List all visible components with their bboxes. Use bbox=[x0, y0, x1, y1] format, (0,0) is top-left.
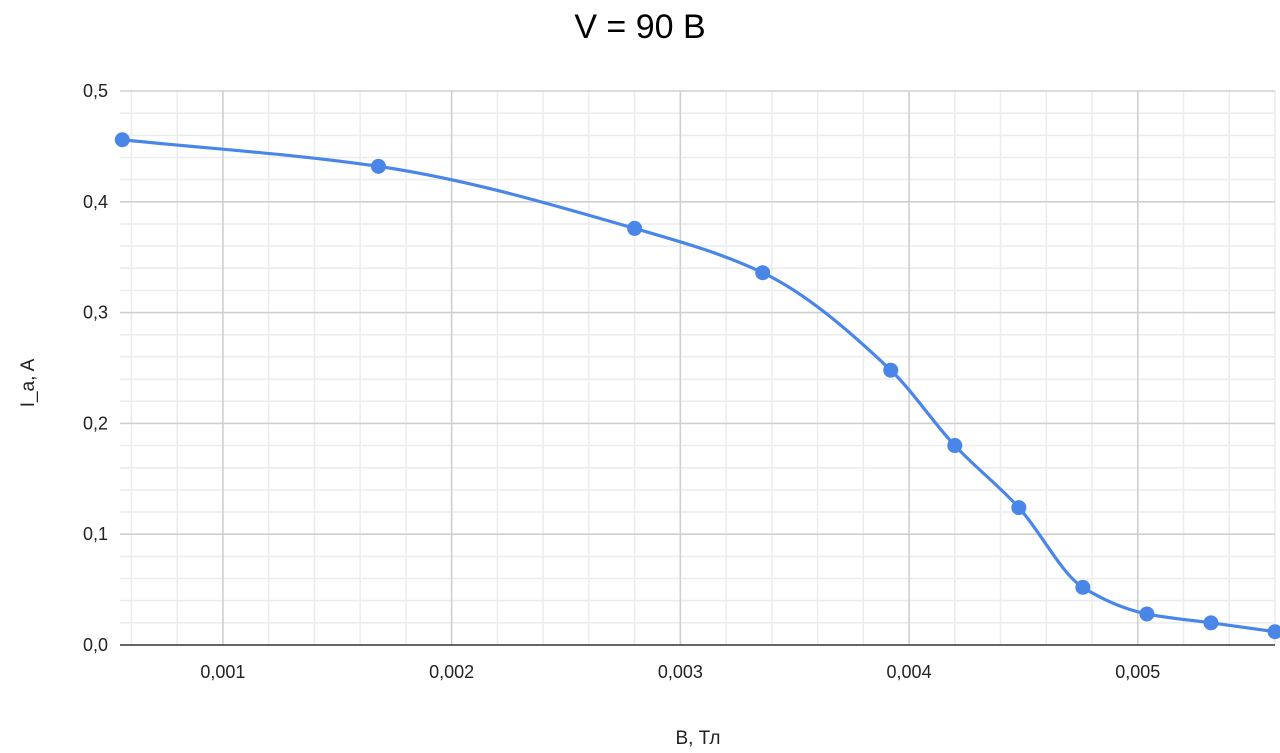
data-point bbox=[883, 362, 899, 378]
data-point bbox=[1139, 606, 1155, 622]
x-tick-label: 0,003 bbox=[658, 662, 703, 682]
x-axis-title: B, Тл bbox=[675, 728, 720, 749]
y-axis-title: I_a, A bbox=[18, 358, 39, 407]
series-layer bbox=[114, 132, 1280, 640]
data-point bbox=[1203, 615, 1219, 631]
data-point bbox=[1011, 500, 1027, 516]
data-point bbox=[755, 265, 771, 281]
data-point bbox=[627, 220, 643, 236]
series-line bbox=[120, 138, 1277, 634]
y-tick-label: 0,3 bbox=[83, 303, 108, 323]
x-tick-label: 0,005 bbox=[1115, 662, 1160, 682]
x-tick-labels: 0,001 0,002 0,003 0,004 0,005 bbox=[200, 662, 1160, 682]
y-tick-label: 0,4 bbox=[83, 192, 108, 212]
y-tick-label: 0,1 bbox=[83, 524, 108, 544]
data-point bbox=[114, 132, 130, 148]
x-tick-label: 0,001 bbox=[200, 662, 245, 682]
y-tick-label: 0,0 bbox=[83, 635, 108, 655]
y-tick-label: 0,5 bbox=[83, 81, 108, 101]
data-point bbox=[1075, 579, 1091, 595]
chart-title: V = 90 В bbox=[574, 8, 705, 46]
minor-grid bbox=[120, 91, 1276, 645]
y-tick-label: 0,2 bbox=[83, 413, 108, 433]
y-tick-labels: 0,0 0,1 0,2 0,3 0,4 0,5 bbox=[83, 81, 108, 655]
data-point bbox=[370, 158, 386, 174]
data-point bbox=[1267, 624, 1280, 640]
x-tick-label: 0,002 bbox=[429, 662, 474, 682]
data-point bbox=[947, 438, 963, 454]
major-grid bbox=[120, 90, 1275, 645]
x-tick-label: 0,004 bbox=[887, 662, 932, 682]
